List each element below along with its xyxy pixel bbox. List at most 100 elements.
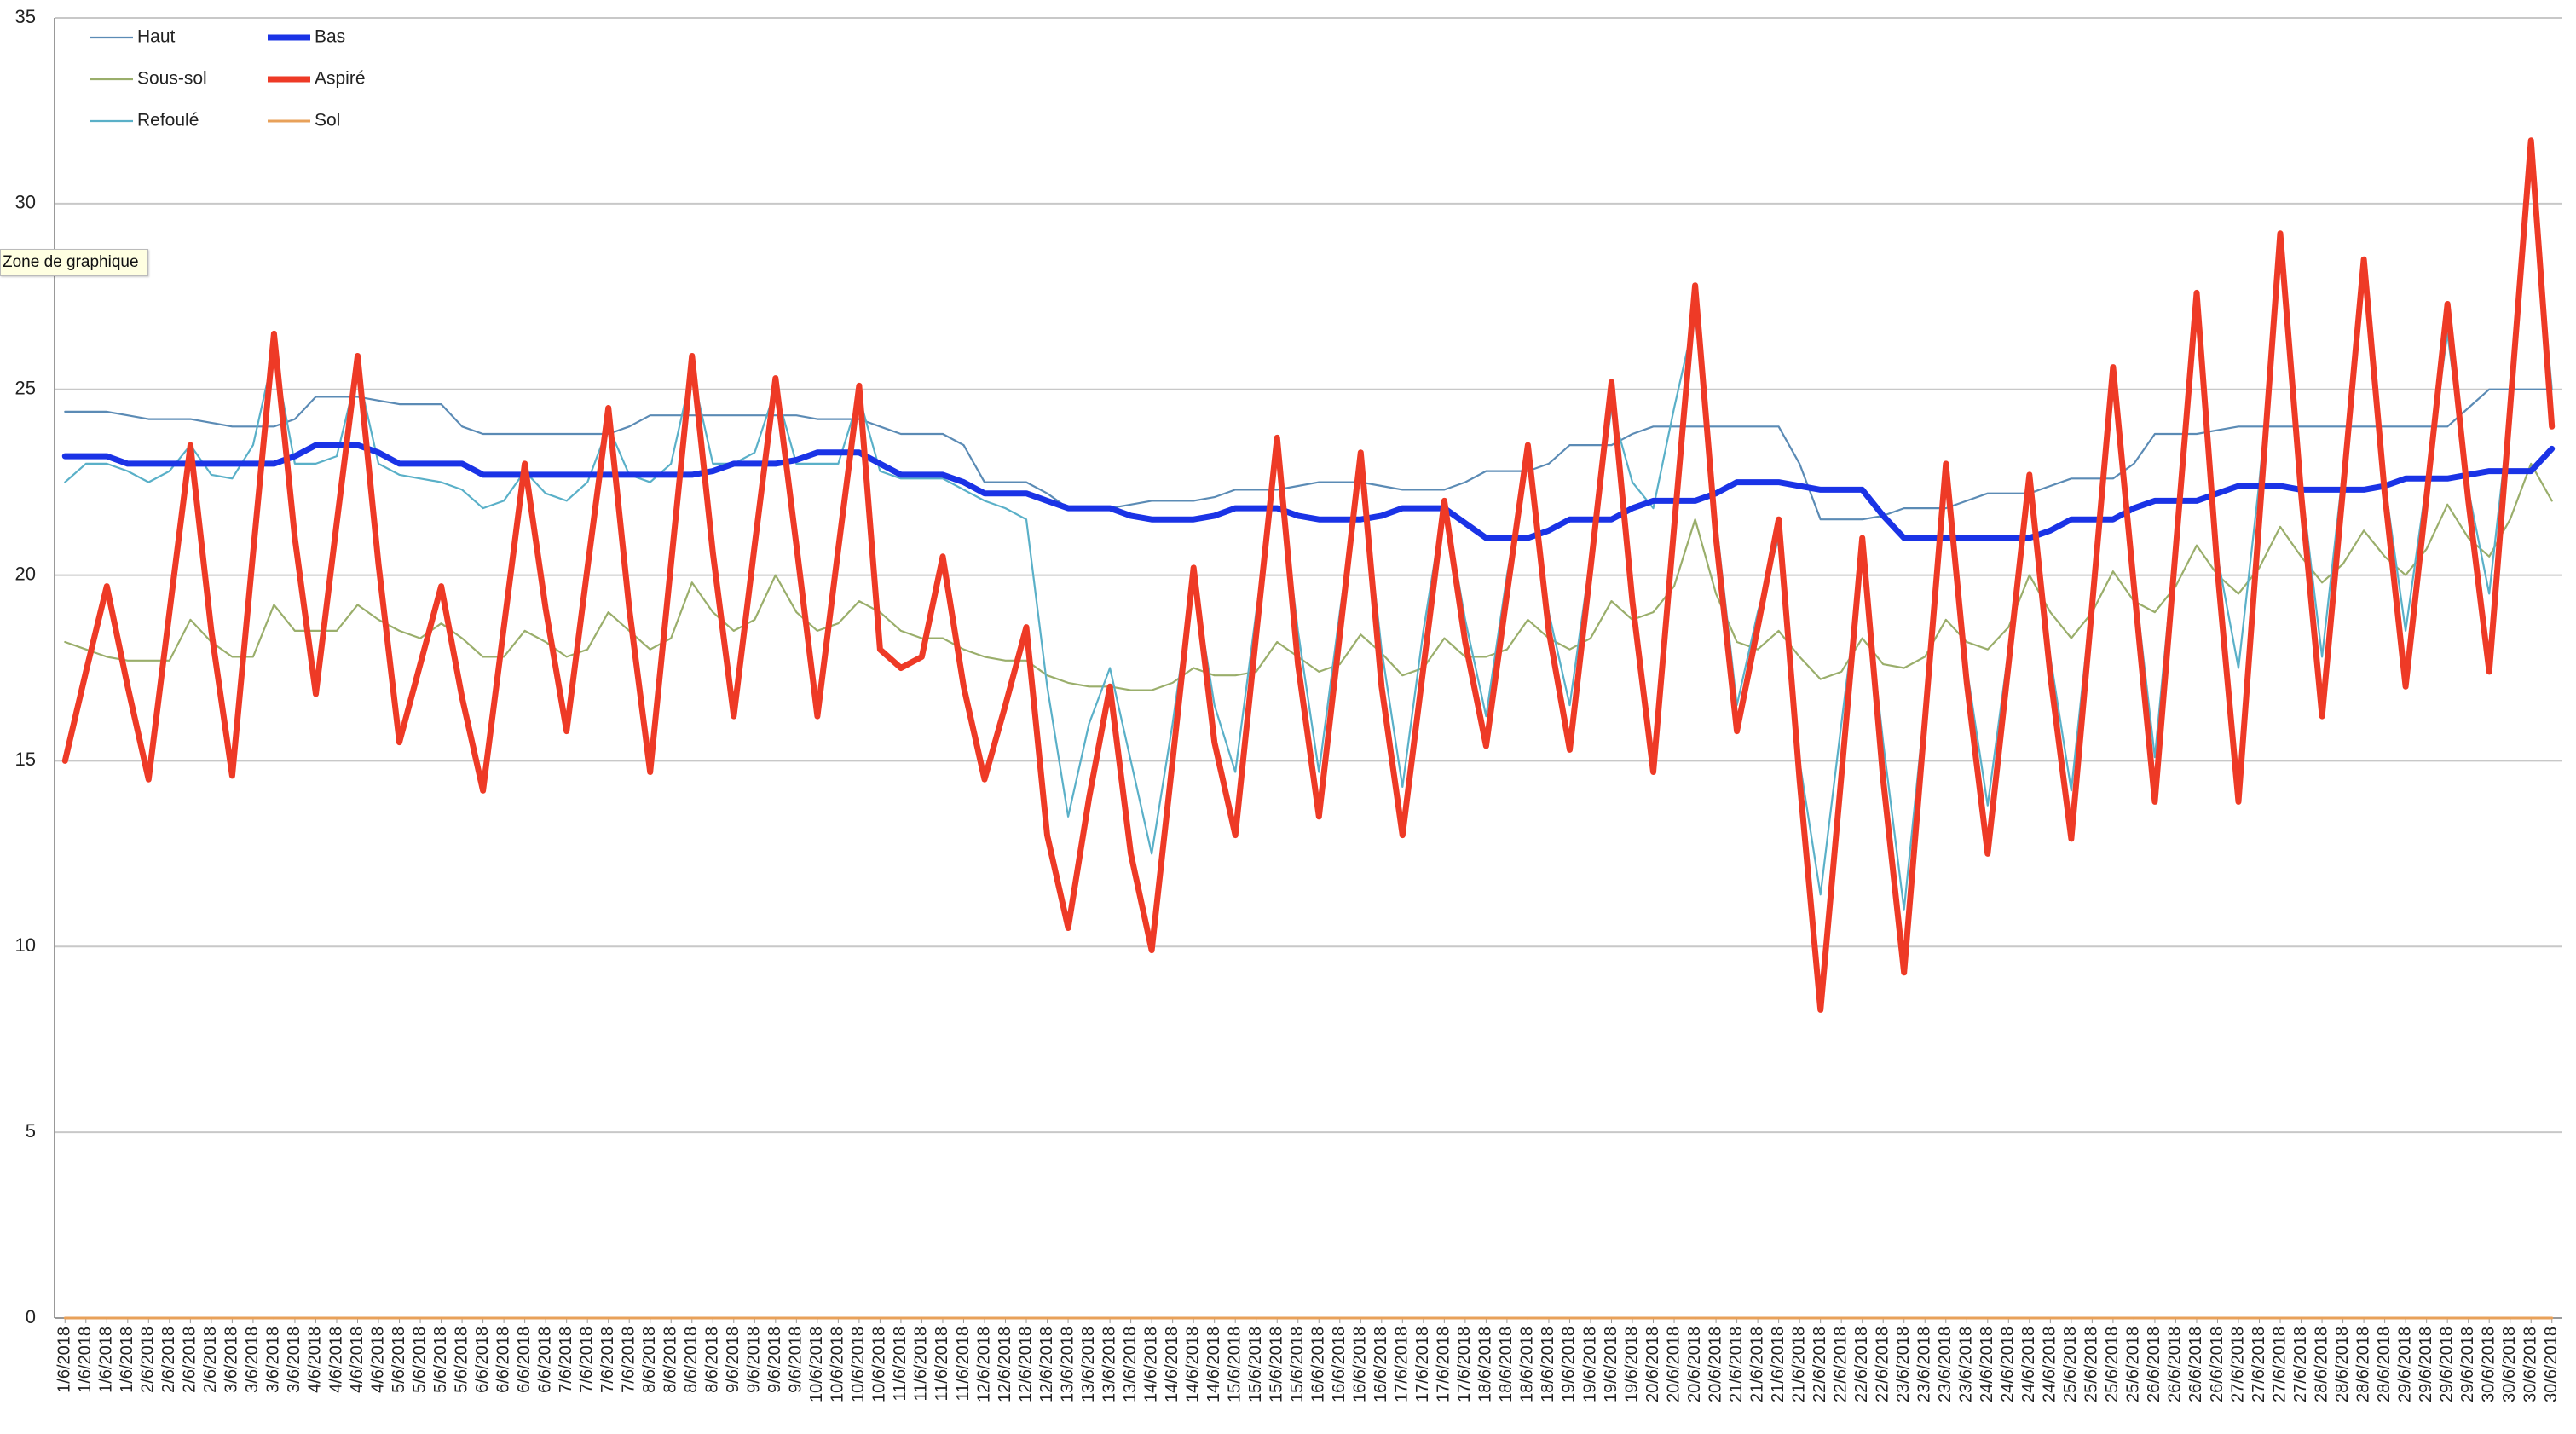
x-tick-label: 26/6/2018	[2145, 1327, 2163, 1402]
series-line	[64, 388, 2553, 521]
x-tick-label: 29/6/2018	[2458, 1327, 2477, 1402]
x-tick-label: 15/6/2018	[1288, 1327, 1307, 1402]
x-tick-label: 18/6/2018	[1539, 1327, 1557, 1402]
x-tick-label: 19/6/2018	[1602, 1327, 1620, 1402]
x-tick-label: 26/6/2018	[2166, 1327, 2185, 1402]
x-tick-label: 28/6/2018	[2333, 1327, 2352, 1402]
x-tick-label: 18/6/2018	[1476, 1327, 1495, 1402]
x-tick-label: 20/6/2018	[1685, 1327, 1704, 1402]
x-tick-label: 9/6/2018	[745, 1327, 764, 1393]
series-line	[61, 137, 2556, 1013]
x-tick-label: 16/6/2018	[1372, 1327, 1390, 1402]
x-tick-label: 27/6/2018	[2291, 1327, 2310, 1402]
x-tick-label: 12/6/2018	[974, 1327, 993, 1402]
x-tick-label: 30/6/2018	[2500, 1327, 2519, 1402]
x-tick-label: 23/6/2018	[1894, 1327, 1913, 1402]
x-tick-label: 13/6/2018	[1100, 1327, 1118, 1402]
x-tick-label: 3/6/2018	[264, 1327, 283, 1393]
x-tick-label: 13/6/2018	[1079, 1327, 1098, 1402]
x-tick-label: 3/6/2018	[285, 1327, 303, 1393]
x-tick-label: 28/6/2018	[2312, 1327, 2331, 1402]
x-tick-label: 28/6/2018	[2354, 1327, 2372, 1402]
x-tick-label: 15/6/2018	[1225, 1327, 1244, 1402]
x-tick-label: 22/6/2018	[1873, 1327, 1892, 1402]
x-tick-label: 4/6/2018	[368, 1327, 387, 1393]
x-tick-label: 29/6/2018	[2395, 1327, 2414, 1402]
x-tick-label: 1/6/2018	[55, 1327, 74, 1393]
x-tick-label: 2/6/2018	[159, 1327, 178, 1393]
x-tick-label: 8/6/2018	[640, 1327, 659, 1393]
x-tick-label: 1/6/2018	[97, 1327, 116, 1393]
x-tick-label: 14/6/2018	[1141, 1327, 1160, 1402]
y-tick-label: 15	[15, 749, 36, 770]
x-tick-label: 24/6/2018	[1999, 1327, 2018, 1402]
x-tick-label: 8/6/2018	[703, 1327, 722, 1393]
x-tick-label: 24/6/2018	[1978, 1327, 1996, 1402]
x-tick-label: 5/6/2018	[431, 1327, 450, 1393]
y-tick-label: 10	[15, 934, 36, 956]
x-tick-label: 7/6/2018	[557, 1327, 575, 1393]
x-tick-label: 13/6/2018	[1121, 1327, 1140, 1402]
x-tick-label: 10/6/2018	[829, 1327, 847, 1402]
x-tick-label: 25/6/2018	[2082, 1327, 2101, 1402]
y-tick-label: 25	[15, 378, 36, 399]
x-tick-label: 1/6/2018	[118, 1327, 136, 1393]
y-tick-label: 30	[15, 192, 36, 213]
x-tick-label: 3/6/2018	[243, 1327, 262, 1393]
x-tick-label: 6/6/2018	[515, 1327, 534, 1393]
x-tick-label: 4/6/2018	[326, 1327, 345, 1393]
x-tick-label: 26/6/2018	[2208, 1327, 2227, 1402]
x-tick-label: 18/6/2018	[1497, 1327, 1516, 1402]
legend-label: Bas	[315, 27, 345, 47]
x-tick-label: 30/6/2018	[2542, 1327, 2561, 1402]
x-tick-label: 28/6/2018	[2375, 1327, 2394, 1402]
x-tick-label: 9/6/2018	[787, 1327, 806, 1393]
x-tick-label: 24/6/2018	[2041, 1327, 2059, 1402]
legend-label: Sol	[315, 111, 340, 130]
y-tick-label: 0	[26, 1306, 36, 1327]
x-tick-label: 11/6/2018	[891, 1327, 910, 1402]
x-tick-label: 14/6/2018	[1163, 1327, 1181, 1402]
x-tick-label: 5/6/2018	[410, 1327, 429, 1393]
x-tick-label: 11/6/2018	[912, 1327, 931, 1402]
x-tick-label: 7/6/2018	[619, 1327, 638, 1393]
x-tick-label: 25/6/2018	[2103, 1327, 2122, 1402]
x-tick-label: 12/6/2018	[1016, 1327, 1035, 1402]
x-tick-label: 10/6/2018	[807, 1327, 826, 1402]
x-tick-label: 7/6/2018	[598, 1327, 617, 1393]
x-tick-label: 22/6/2018	[1852, 1327, 1871, 1402]
x-tick-label: 26/6/2018	[2186, 1327, 2205, 1402]
x-tick-label: 20/6/2018	[1706, 1327, 1724, 1402]
x-tick-label: 29/6/2018	[2437, 1327, 2456, 1402]
x-tick-label: 23/6/2018	[1957, 1327, 1976, 1402]
x-tick-label: 6/6/2018	[494, 1327, 512, 1393]
legend-label: Sous-sol	[137, 69, 207, 89]
x-tick-label: 8/6/2018	[661, 1327, 680, 1393]
x-tick-label: 17/6/2018	[1435, 1327, 1453, 1402]
x-tick-label: 29/6/2018	[2417, 1327, 2435, 1402]
x-tick-label: 24/6/2018	[2019, 1327, 2038, 1402]
tooltip: Zone de graphique	[0, 249, 148, 276]
x-tick-label: 12/6/2018	[1037, 1327, 1056, 1402]
x-tick-label: 17/6/2018	[1413, 1327, 1432, 1402]
x-tick-label: 19/6/2018	[1580, 1327, 1599, 1402]
x-tick-label: 27/6/2018	[2228, 1327, 2247, 1402]
x-tick-label: 4/6/2018	[348, 1327, 367, 1393]
legend-label: Haut	[137, 27, 176, 47]
x-tick-label: 12/6/2018	[996, 1327, 1014, 1402]
y-tick-label: 35	[15, 6, 36, 27]
x-tick-label: 30/6/2018	[2521, 1327, 2540, 1402]
x-tick-label: 3/6/2018	[222, 1327, 241, 1393]
x-tick-label: 21/6/2018	[1747, 1327, 1766, 1402]
x-tick-label: 13/6/2018	[1058, 1327, 1077, 1402]
x-tick-label: 20/6/2018	[1664, 1327, 1683, 1402]
x-tick-label: 19/6/2018	[1622, 1327, 1641, 1402]
x-tick-label: 21/6/2018	[1727, 1327, 1746, 1402]
x-tick-label: 16/6/2018	[1351, 1327, 1370, 1402]
series-line	[61, 442, 2556, 541]
x-tick-label: 11/6/2018	[933, 1327, 951, 1402]
x-tick-label: 10/6/2018	[849, 1327, 868, 1402]
x-tick-label: 25/6/2018	[2124, 1327, 2143, 1402]
x-tick-label: 14/6/2018	[1204, 1327, 1223, 1402]
